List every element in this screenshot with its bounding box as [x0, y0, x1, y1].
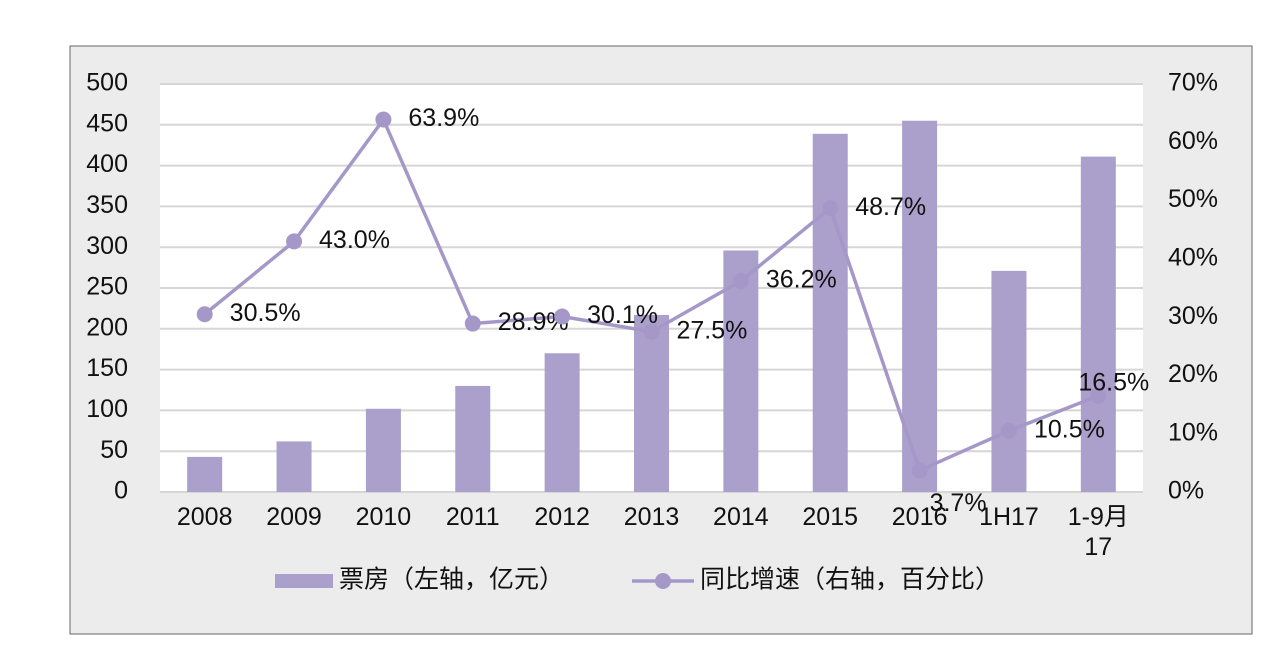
- y-tick-label: 450: [86, 109, 128, 137]
- line-marker: [1090, 387, 1107, 404]
- data-label: 10.5%: [1034, 415, 1105, 443]
- legend-swatch: [275, 574, 333, 588]
- y2-tick-label: 60%: [1168, 127, 1218, 155]
- bar: [276, 441, 312, 492]
- y-tick-label: 350: [86, 191, 128, 219]
- data-label: 3.7%: [930, 489, 987, 517]
- line-marker: [554, 308, 571, 325]
- x-tick-label: 2015: [802, 503, 858, 531]
- bar: [544, 353, 580, 492]
- y2-tick-label: 70%: [1168, 69, 1218, 97]
- y2-tick-label: 10%: [1168, 418, 1218, 446]
- line-marker: [643, 323, 660, 340]
- line-marker: [732, 273, 749, 290]
- bar: [365, 408, 401, 492]
- legend-label: 同比增速（右轴，百分比）: [700, 566, 1000, 594]
- x-tick-label: 2013: [624, 503, 680, 531]
- x-tick-label: 1H17: [979, 503, 1039, 531]
- bar: [812, 133, 848, 492]
- y-tick-label: 500: [86, 69, 128, 97]
- line-marker: [1000, 422, 1017, 439]
- x-tick-label: 2016: [892, 503, 948, 531]
- bar: [723, 250, 759, 492]
- x-tick-label: 2012: [534, 503, 590, 531]
- bar: [634, 314, 669, 492]
- data-label: 63.9%: [408, 104, 479, 132]
- bar: [902, 120, 938, 492]
- y-tick-label: 400: [86, 150, 128, 178]
- x-tick-label: 2011: [446, 503, 500, 531]
- y2-tick-label: 20%: [1168, 360, 1218, 388]
- x-tick-label: 2009: [266, 503, 322, 531]
- y-tick-label: 150: [86, 354, 128, 382]
- data-label: 43.0%: [319, 226, 390, 254]
- y2-tick-label: 0%: [1168, 477, 1204, 505]
- line-marker: [822, 200, 839, 217]
- x-tick-label: 2010: [356, 503, 412, 531]
- x-tick-label: 2008: [177, 503, 233, 531]
- y-tick-label: 250: [86, 273, 128, 301]
- y-tick-label: 0: [114, 477, 128, 505]
- y-tick-label: 300: [86, 232, 128, 260]
- bar: [187, 456, 223, 492]
- legend-label: 票房（左轴，亿元）: [339, 566, 564, 594]
- data-label: 16.5%: [1078, 368, 1149, 396]
- x-tick-label: 2014: [713, 503, 769, 531]
- data-label: 27.5%: [677, 316, 748, 344]
- data-label: 30.1%: [587, 301, 658, 329]
- legend-swatch: [655, 573, 671, 589]
- line-marker: [911, 462, 928, 479]
- y2-tick-label: 40%: [1168, 243, 1218, 271]
- bar: [455, 385, 491, 492]
- bar: [1080, 156, 1116, 492]
- line-marker: [196, 306, 213, 323]
- y-tick-label: 200: [86, 313, 128, 341]
- line-marker: [464, 315, 481, 332]
- y-tick-label: 50: [100, 436, 128, 464]
- line-marker: [286, 233, 303, 250]
- y2-tick-label: 30%: [1168, 302, 1218, 330]
- y-tick-label: 100: [86, 395, 128, 423]
- data-label: 36.2%: [766, 266, 837, 294]
- data-label: 48.7%: [855, 193, 926, 221]
- x-tick-label: 1-9月 17: [1068, 503, 1129, 561]
- bar: [991, 270, 1027, 492]
- line-marker: [375, 111, 392, 128]
- data-label: 30.5%: [230, 299, 301, 327]
- y2-tick-label: 50%: [1168, 185, 1218, 213]
